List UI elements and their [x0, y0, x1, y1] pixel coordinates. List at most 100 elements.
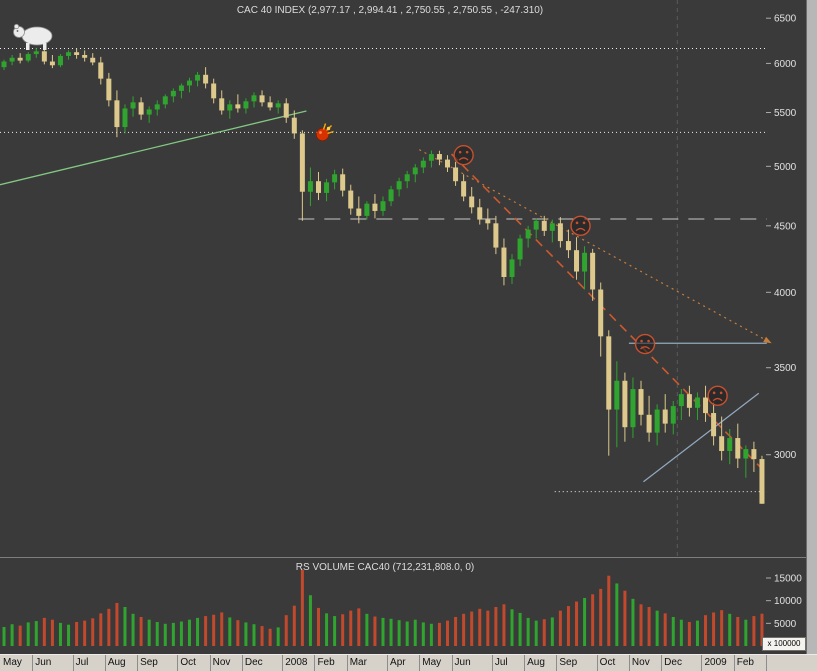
volume-bar — [526, 617, 530, 646]
volume-bar — [373, 616, 377, 646]
time-axis-label: Feb — [736, 657, 754, 668]
volume-bar — [704, 615, 708, 646]
time-axis-tick — [491, 655, 493, 671]
volume-bar — [647, 607, 651, 646]
candle-body — [178, 85, 184, 91]
candle-body — [525, 229, 531, 239]
candle-body — [445, 159, 451, 168]
volume-bar — [34, 621, 38, 646]
candle-body — [251, 95, 257, 102]
sad-face-mouth — [458, 157, 469, 161]
sad-face-icon — [707, 385, 728, 407]
sad-face-icon — [453, 144, 474, 166]
sad-face-circle — [707, 385, 728, 407]
volume-bar — [478, 608, 482, 646]
sad-face-eye — [582, 221, 586, 225]
sad-face-eye — [465, 150, 469, 154]
time-axis-label: May — [3, 657, 22, 668]
volume-bar — [575, 601, 579, 646]
candle-body — [1, 61, 7, 68]
volume-bar — [276, 627, 280, 646]
vertical-scrollbar[interactable] — [806, 0, 817, 654]
bomb-spark — [327, 130, 334, 135]
candle-body — [703, 397, 709, 414]
volume-bar — [437, 622, 441, 646]
candle-body — [574, 250, 580, 272]
sad-face-icon — [634, 333, 656, 355]
candle-body — [154, 104, 160, 110]
candle-body — [638, 389, 644, 415]
volume-bar — [163, 623, 167, 646]
volume-axis-label: 5000 — [774, 619, 797, 630]
volume-bar — [147, 619, 151, 646]
volume-bar — [599, 588, 603, 646]
candle-body — [428, 154, 434, 161]
trendline — [0, 110, 307, 186]
time-axis-tick — [177, 655, 179, 671]
candle-body — [138, 102, 144, 115]
volume-bar — [115, 602, 119, 646]
time-axis-tick — [596, 655, 598, 671]
trendline — [643, 392, 760, 483]
candle-body — [307, 181, 313, 192]
trendline-arrowhead — [763, 336, 772, 344]
time-axis-label: Nov — [212, 657, 231, 668]
candle-body — [195, 74, 201, 81]
trendline — [418, 149, 772, 344]
candle-body — [98, 62, 104, 79]
volume-bar — [244, 622, 248, 646]
time-axis-label: Jun — [454, 657, 471, 668]
candle-body — [235, 104, 241, 109]
sad-face-circle — [453, 144, 474, 166]
volume-bar — [341, 614, 345, 646]
volume-layer — [2, 569, 764, 646]
price-axis-label: 6500 — [774, 14, 797, 25]
candle-body — [582, 252, 588, 272]
candle-body — [332, 174, 338, 183]
volume-bar — [744, 619, 748, 646]
candle-body — [25, 54, 31, 61]
volume-bar — [695, 620, 699, 646]
sad-face-eye — [575, 221, 579, 225]
candle-body — [380, 201, 386, 211]
time-axis-label: Jun — [35, 657, 52, 668]
price-axis-label: 6000 — [774, 59, 797, 70]
candle-body — [509, 259, 515, 278]
sad-face-icon — [570, 215, 591, 237]
volume-bar — [123, 607, 127, 646]
volume-bar — [623, 590, 627, 646]
time-axis-tick — [419, 655, 421, 671]
candle-body — [678, 394, 684, 407]
bear-leg — [26, 43, 30, 50]
volume-bar — [196, 617, 200, 646]
candle-body — [461, 181, 467, 197]
volume-bar — [99, 613, 103, 646]
volume-bar — [679, 619, 683, 646]
candle-body — [670, 406, 676, 424]
time-axis-label: Jul — [494, 657, 508, 668]
time-axis-label: Oct — [180, 657, 196, 668]
trendlines-layer — [0, 110, 772, 483]
time-axis-label: Feb — [317, 657, 335, 668]
bear-ear — [13, 23, 20, 30]
volume-bar — [212, 614, 216, 646]
candle-body — [243, 101, 249, 109]
volume-bar — [75, 621, 79, 646]
bomb-icon — [316, 123, 334, 142]
price-axis-label: 4500 — [774, 221, 797, 232]
candle-body — [162, 96, 168, 105]
time-axis-tick — [733, 655, 735, 671]
time-axis-label: Oct — [599, 657, 616, 668]
volume-bar — [687, 621, 691, 646]
volume-scale-control[interactable]: x 100000 — [762, 637, 806, 651]
volume-bar — [502, 604, 506, 646]
candle-body — [340, 174, 346, 191]
levels-layer — [0, 48, 767, 493]
time-axis-tick — [137, 655, 139, 671]
candle-body — [420, 160, 426, 168]
candle-body — [211, 83, 217, 99]
time-axis-tick — [766, 655, 767, 671]
candle-body — [74, 52, 80, 55]
volume-bar — [655, 610, 659, 646]
